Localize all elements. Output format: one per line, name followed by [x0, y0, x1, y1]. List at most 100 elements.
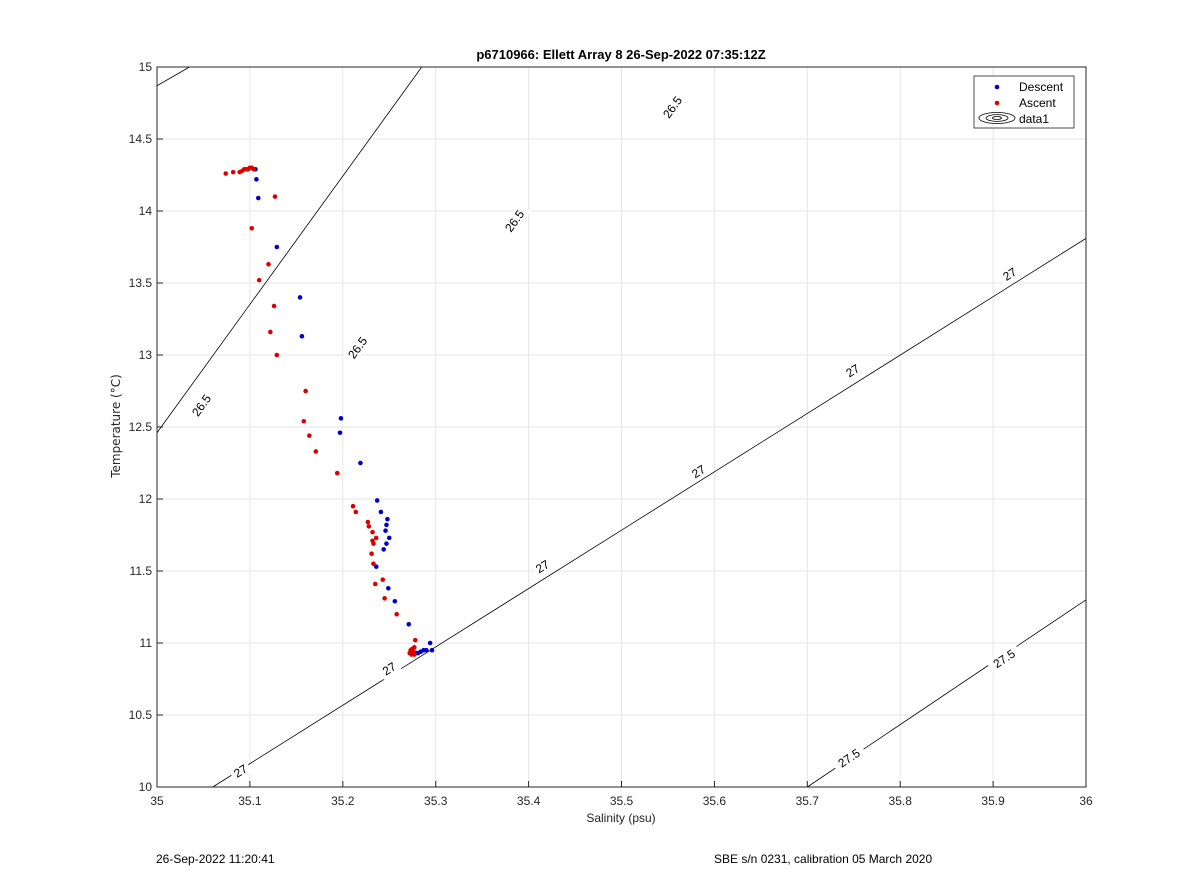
ascent-point: [223, 171, 229, 176]
y-tick-label: 11: [140, 636, 153, 650]
ascent-point: [373, 581, 378, 587]
density-contour-line: [212, 238, 1087, 788]
ascent-point: [371, 561, 376, 567]
ascent-point: [371, 541, 376, 546]
descent-point: [383, 528, 388, 533]
ascent-point: [256, 277, 262, 283]
descent-point: [429, 647, 435, 653]
ascent-point: [303, 388, 308, 394]
descent-point: [254, 177, 259, 182]
x-tick-label: 35.4: [517, 794, 541, 808]
contour-label-bg: [656, 89, 689, 126]
descent-point: [299, 333, 305, 339]
legend-label-ascent: Ascent: [1019, 96, 1056, 110]
ascent-point: [353, 509, 359, 515]
ascent-point: [369, 551, 374, 557]
x-tick-label: 35.9: [981, 794, 1005, 808]
ascent-point: [251, 166, 256, 172]
descent-point: [386, 585, 391, 591]
legend-marker-ascent: [994, 100, 1000, 106]
descent-point: [358, 460, 363, 466]
descent-point: [385, 516, 390, 522]
x-tick-label: 35.7: [796, 794, 820, 808]
ascent-point: [382, 596, 387, 601]
density-contour-line: [156, 66, 423, 433]
y-tick-label: 14.5: [129, 132, 153, 146]
ascent-point: [365, 519, 371, 525]
legend-label-descent: Descent: [1019, 80, 1064, 94]
ascent-point: [230, 169, 236, 175]
x-tick-label: 36: [1079, 794, 1093, 808]
ascent-point: [370, 529, 375, 535]
contour-label-bg: [986, 643, 1023, 675]
contour-label-bg: [840, 359, 866, 383]
descent-point: [386, 535, 392, 541]
ascent-point: [380, 577, 386, 582]
ascent-point: [350, 503, 356, 509]
legend-box: [973, 75, 1075, 129]
axis-ticks: 35 35.1 35.2 35.3 35.4 35.5 35.6 35.7 35.8 35.9 36…: [129, 60, 1093, 808]
contour-label-bg: [686, 460, 711, 483]
print-timestamp: 26-Sep-2022 11:20:41: [156, 852, 275, 866]
ascent-point: [412, 637, 418, 643]
x-axis-label: Salinity (psu): [586, 811, 655, 825]
contour-label-bg: [377, 657, 402, 681]
descent-point: [378, 509, 384, 515]
descent-point: [427, 640, 433, 646]
descent-point: [255, 195, 261, 201]
chart-title: p6710966: Ellett Array 8 26-Sep-2022 07:…: [476, 47, 765, 62]
ascent-point: [272, 194, 278, 199]
data-points: [223, 165, 435, 657]
descent-point: [406, 621, 412, 627]
descent-point: [274, 244, 280, 250]
x-tick-label: 35.8: [889, 794, 913, 808]
descent-point: [384, 541, 389, 546]
y-tick-label: 10.5: [129, 708, 153, 722]
contour-label-bg: [342, 329, 374, 366]
contour-label-bg: [530, 555, 555, 578]
contour-label-bg: [499, 203, 531, 239]
descent-point: [373, 564, 379, 569]
legend-contour-icon: [978, 112, 1016, 124]
calibration-note: SBE s/n 0231, calibration 05 March 2020: [714, 852, 933, 866]
x-tick-label: 35.5: [610, 794, 634, 808]
y-tick-label: 15: [139, 60, 153, 74]
ascent-point: [266, 261, 271, 267]
descent-point: [337, 430, 343, 436]
ascent-point: [249, 225, 255, 231]
descent-point: [384, 522, 389, 528]
descent-point: [338, 416, 344, 421]
descent-point: [381, 547, 386, 552]
ascent-point: [334, 470, 340, 476]
x-tick-label: 35.1: [238, 794, 262, 808]
ascent-point: [271, 303, 277, 309]
contour-label-bg: [185, 387, 218, 424]
y-tick-label: 11.5: [130, 564, 153, 578]
ascent-point: [313, 449, 319, 454]
x-tick-label: 35.6: [703, 794, 727, 808]
y-tick-label: 12.5: [129, 420, 153, 434]
contour-label-bg: [228, 759, 253, 783]
x-tick-label: 35: [150, 794, 164, 808]
contour-label-bg: [831, 742, 868, 774]
legend-marker-descent: [994, 84, 1000, 90]
descent-point: [374, 498, 380, 503]
grid: [156, 66, 1087, 788]
ascent-point: [307, 433, 312, 438]
density-contour-line: [156, 66, 190, 87]
ascent-point: [394, 611, 399, 617]
ascent-point: [274, 352, 280, 358]
ascent-point: [301, 418, 307, 424]
legend: Descent Ascent data1: [973, 75, 1075, 129]
ascent-point: [366, 524, 372, 529]
ascent-point: [373, 535, 379, 541]
x-tick-label: 35.3: [424, 794, 448, 808]
y-tick-label: 12: [139, 492, 153, 506]
y-tick-label: 14: [139, 204, 153, 218]
x-tick-label: 35.2: [331, 794, 355, 808]
contour-label-bg: [997, 263, 1023, 286]
y-tick-label: 13.5: [129, 276, 153, 290]
descent-point: [392, 598, 398, 604]
descent-point: [297, 295, 303, 300]
